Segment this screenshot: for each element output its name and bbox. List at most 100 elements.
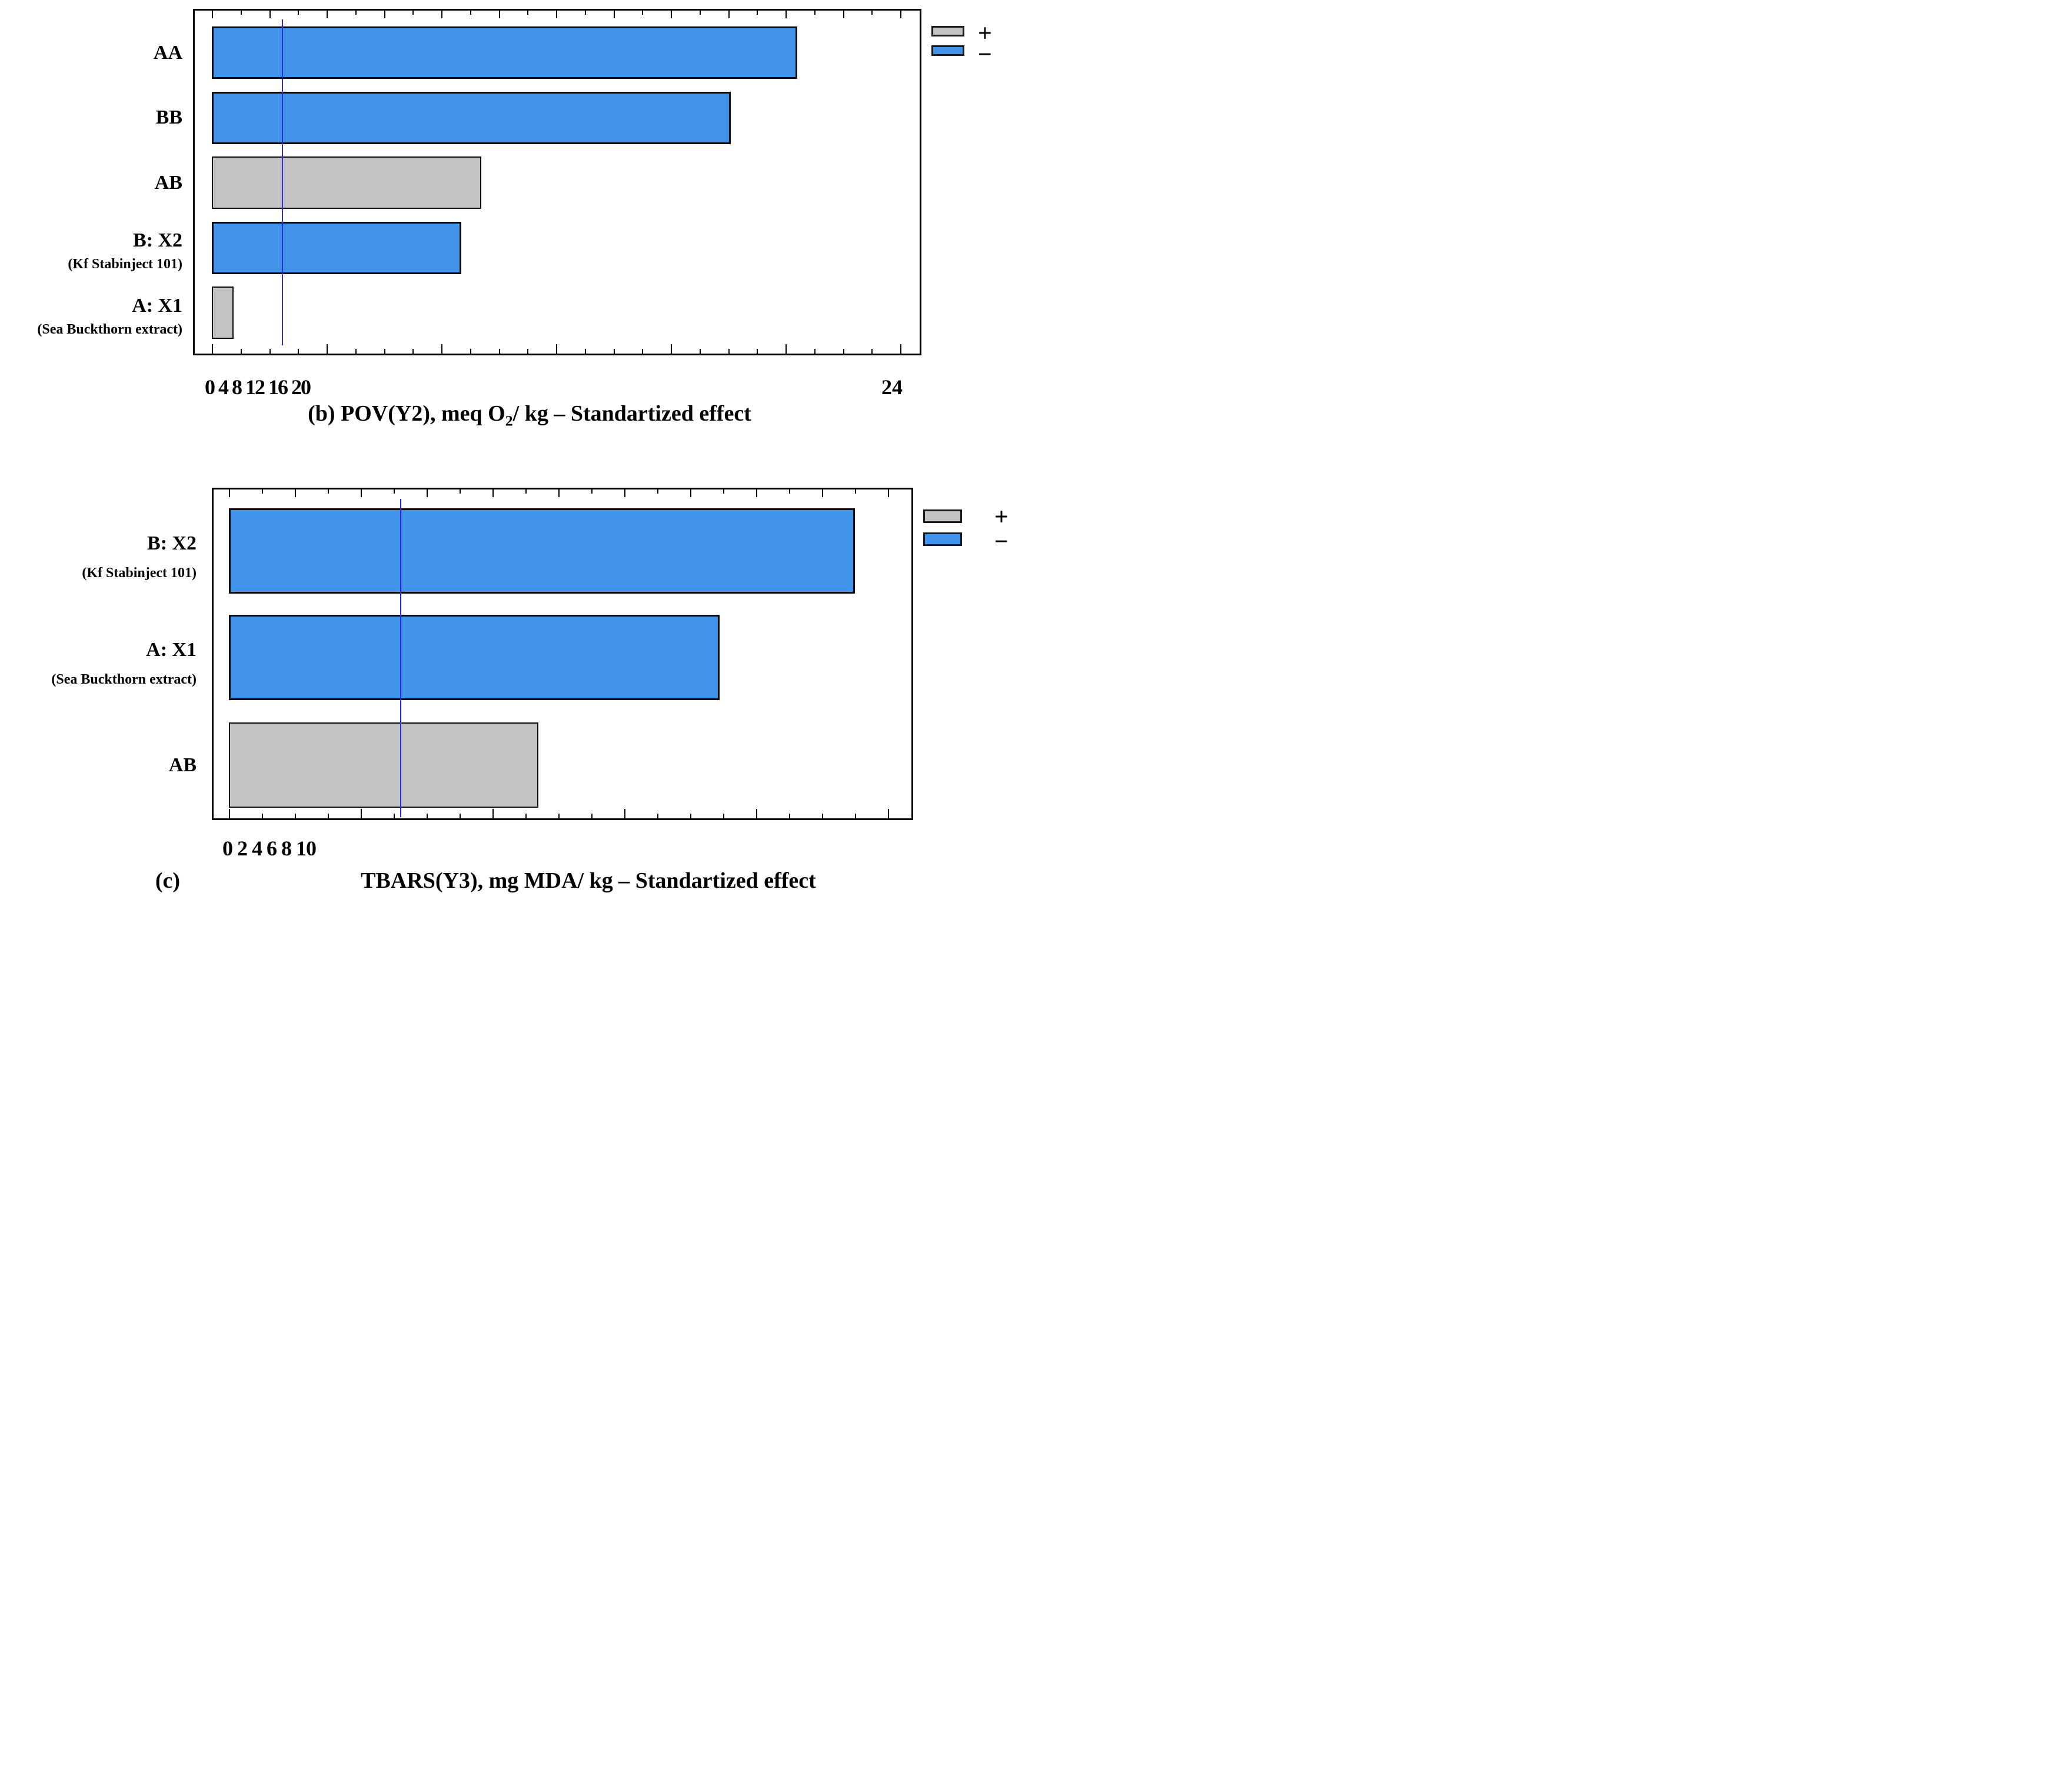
x-axis-tick-top bbox=[327, 11, 328, 18]
x-axis-tick-bottom bbox=[728, 349, 730, 354]
legend-swatch-plus bbox=[931, 26, 964, 36]
x-axis-tick-bottom bbox=[212, 344, 213, 354]
axis-title-text: (b) POV(Y2), meq O bbox=[308, 401, 505, 426]
x-axis-tick-top bbox=[556, 11, 557, 18]
x-axis-tick-bottom bbox=[788, 814, 790, 818]
x-axis-tick-bottom bbox=[527, 349, 529, 354]
x-axis-tick-top bbox=[755, 489, 757, 497]
x-axis-tick-top bbox=[558, 489, 560, 497]
x-axis-tick-bottom bbox=[900, 344, 901, 354]
x-axis-tick-top bbox=[843, 11, 844, 18]
x-axis-tick-top bbox=[498, 11, 500, 18]
x-axis-tick-bottom bbox=[384, 349, 385, 354]
x-axis-tick-bottom bbox=[613, 349, 615, 354]
x-axis-tick-top bbox=[757, 11, 758, 15]
x-axis-tick-top bbox=[584, 11, 586, 15]
effect-bar-ax1 bbox=[228, 614, 720, 700]
x-axis-tick-top bbox=[527, 11, 529, 15]
x-axis-tick-top bbox=[294, 489, 296, 497]
axis-title-tbars: TBARS(Y3), mg MDA/ kg – Standartized eff… bbox=[361, 868, 816, 893]
legend-swatch-minus bbox=[931, 45, 964, 56]
x-axis-tick-bottom bbox=[441, 344, 442, 354]
legend-label-minus: − bbox=[978, 41, 992, 68]
legend-label-plus: + bbox=[978, 20, 992, 47]
x-axis-tick-bottom bbox=[327, 814, 329, 818]
x-axis-tick-top bbox=[426, 489, 428, 497]
panel-label-c: (c) bbox=[155, 868, 181, 893]
x-axis-tick-bottom bbox=[269, 349, 271, 354]
x-axis-tick-top bbox=[657, 489, 658, 494]
x-axis-tick-bottom bbox=[393, 814, 395, 818]
effect-bar-aa bbox=[212, 26, 797, 79]
x-axis-tick-top bbox=[854, 489, 856, 494]
category-sublabel: (Kf Stabinject 101) bbox=[68, 257, 182, 272]
x-axis-tick-bottom bbox=[498, 349, 500, 354]
category-label: B: X2 bbox=[132, 229, 182, 251]
effect-bar-ab bbox=[212, 156, 482, 209]
x-axis-tick-top bbox=[591, 489, 593, 494]
x-axis-tick-labels: 0 2 4 6 8 10 bbox=[222, 837, 317, 860]
x-axis-tick-top bbox=[327, 489, 329, 494]
category-label: A: X1 bbox=[132, 294, 182, 317]
x-axis-tick-bottom bbox=[887, 809, 889, 818]
x-axis-tick-top bbox=[298, 11, 299, 15]
x-axis-tick-bottom bbox=[327, 344, 328, 354]
x-axis-tick-bottom bbox=[843, 349, 844, 354]
x-axis-tick-top bbox=[355, 11, 357, 15]
effect-bar-ab bbox=[228, 722, 538, 808]
x-axis-tick-bottom bbox=[642, 349, 644, 354]
x-axis-tick-top bbox=[384, 11, 385, 18]
effect-bar-ax1 bbox=[212, 287, 234, 339]
pareto-chart-pov: AA BB AB B: X2 (Kf Stabinject 101) A: X1 (Sea … bbox=[0, 0, 1028, 447]
x-axis-tick-top bbox=[228, 489, 230, 497]
category-sublabel: (Sea Buckthorn extract) bbox=[51, 672, 197, 687]
x-axis-tick-bottom bbox=[261, 814, 263, 818]
x-axis-tick-label-right: 24 bbox=[881, 375, 903, 399]
legend-swatch-plus bbox=[923, 509, 962, 523]
x-axis-tick-top bbox=[642, 11, 644, 15]
category-label: BB bbox=[155, 106, 182, 128]
x-axis-tick-top bbox=[412, 11, 414, 15]
x-axis-tick-bottom bbox=[723, 814, 724, 818]
x-axis-tick-bottom bbox=[355, 349, 357, 354]
x-axis-tick-bottom bbox=[294, 814, 296, 818]
legend-label-minus: − bbox=[994, 528, 1008, 555]
x-axis-tick-bottom bbox=[854, 814, 856, 818]
effect-bar-bx2 bbox=[212, 221, 462, 274]
x-axis-tick-top bbox=[785, 11, 787, 18]
x-axis-tick-top bbox=[871, 11, 873, 15]
effect-bar-bb bbox=[212, 91, 731, 144]
x-axis-tick-bottom bbox=[470, 349, 471, 354]
x-axis-tick-top bbox=[525, 489, 527, 494]
x-axis-tick-bottom bbox=[240, 349, 242, 354]
x-axis-tick-bottom bbox=[690, 814, 691, 818]
x-axis-tick-bottom bbox=[228, 809, 230, 818]
x-axis-tick-bottom bbox=[556, 344, 557, 354]
x-axis-tick-top bbox=[492, 489, 494, 497]
category-label: AA bbox=[153, 41, 182, 64]
x-axis-tick-labels: 0 4 8 12 16 20 bbox=[205, 375, 311, 399]
x-axis-tick-top bbox=[821, 489, 823, 497]
category-sublabel: (Sea Buckthorn extract) bbox=[37, 321, 182, 337]
x-axis-tick-top bbox=[360, 489, 362, 497]
significance-threshold-line bbox=[400, 499, 401, 817]
x-axis-tick-top bbox=[671, 11, 672, 18]
x-axis-tick-bottom bbox=[657, 814, 658, 818]
axis-title-text-2: / kg – Standartized effect bbox=[512, 401, 751, 426]
x-axis-tick-bottom bbox=[412, 349, 414, 354]
x-axis-tick-bottom bbox=[558, 814, 560, 818]
x-axis-tick-bottom bbox=[871, 349, 873, 354]
category-sublabel: (Kf Stabinject 101) bbox=[82, 565, 197, 581]
x-axis-tick-top bbox=[887, 489, 889, 497]
significance-threshold-line bbox=[282, 19, 284, 345]
x-axis-tick-bottom bbox=[814, 349, 816, 354]
x-axis-tick-bottom bbox=[298, 349, 299, 354]
legend-swatch-minus bbox=[923, 532, 962, 546]
category-label: AB bbox=[154, 171, 182, 194]
x-axis-tick-bottom bbox=[492, 809, 494, 818]
x-axis-tick-bottom bbox=[757, 349, 758, 354]
subscript-2: 2 bbox=[505, 412, 513, 429]
x-axis-tick-top bbox=[393, 489, 395, 494]
x-axis-tick-top bbox=[690, 489, 691, 497]
x-axis-tick-top bbox=[788, 489, 790, 494]
